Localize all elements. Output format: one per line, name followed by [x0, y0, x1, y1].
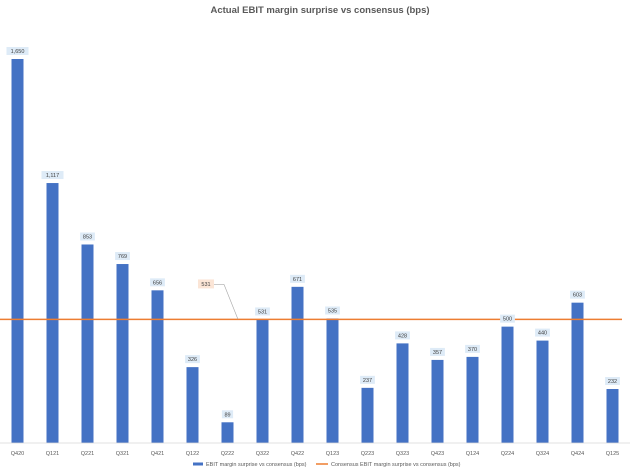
data-label-box-Q224 — [500, 314, 515, 323]
x-tick-Q422: Q422 — [291, 451, 304, 457]
x-tick-Q222: Q222 — [221, 451, 234, 457]
data-label-Q323: 428 — [398, 333, 407, 339]
legend-bar-swatch — [193, 462, 203, 466]
data-label-Q423: 357 — [433, 350, 442, 356]
bar-Q324 — [536, 340, 549, 443]
consensus-callout-leader — [223, 284, 239, 320]
bar-Q125 — [606, 389, 619, 443]
bar-Q222 — [221, 422, 234, 443]
bar-Q321 — [116, 264, 129, 443]
data-label-Q223: 237 — [363, 378, 372, 384]
data-label-box-Q123 — [325, 306, 340, 315]
data-label-Q321: 769 — [118, 254, 127, 260]
data-label-Q324: 440 — [538, 331, 547, 337]
x-tick-Q224: Q224 — [501, 451, 514, 457]
bar-Q121 — [46, 183, 59, 443]
bar-Q421 — [151, 290, 164, 443]
data-label-box-Q222 — [221, 410, 234, 419]
data-label-box-Q221 — [80, 232, 95, 241]
x-tick-Q421: Q421 — [151, 451, 164, 457]
bar-Q322 — [256, 319, 269, 443]
data-label-box-Q423 — [430, 347, 445, 356]
bars-group — [11, 59, 619, 443]
data-label-Q121: 1,117 — [46, 173, 59, 179]
bar-Q422 — [291, 286, 304, 443]
x-tick-Q321: Q321 — [116, 451, 129, 457]
x-tick-Q323: Q323 — [396, 451, 409, 457]
data-label-Q125: 232 — [608, 379, 617, 385]
data-labels-group: 1,650 1,117 853 769 656 326 89 531 671 535 237 428 3… — [6, 47, 620, 419]
data-label-Q122: 326 — [188, 357, 197, 363]
bar-Q124 — [466, 356, 479, 443]
data-label-box-Q223 — [360, 375, 375, 384]
x-tick-Q223: Q223 — [361, 451, 374, 457]
data-label-Q123: 535 — [328, 308, 337, 314]
data-label-box-Q322 — [255, 307, 270, 316]
legend-line-label: Consensus EBIT margin surprise vs consen… — [331, 462, 461, 468]
data-label-box-Q421 — [150, 278, 165, 287]
x-tick-Q221: Q221 — [81, 451, 94, 457]
data-label-box-Q125 — [605, 377, 620, 386]
bar-Q420 — [11, 59, 24, 443]
data-label-Q420: 1,650 — [11, 49, 25, 55]
data-label-Q221: 853 — [83, 234, 92, 240]
bar-Q224 — [501, 326, 514, 443]
bar-Q423 — [431, 359, 444, 443]
chart-title: Actual EBIT margin surprise vs consensus… — [210, 5, 429, 16]
data-label-box-Q122 — [185, 355, 200, 364]
x-tick-Q124: Q124 — [466, 451, 479, 457]
bar-Q123 — [326, 318, 339, 443]
data-label-box-Q124 — [465, 344, 480, 353]
data-label-box-Q324 — [535, 328, 550, 337]
bar-Q221 — [81, 244, 94, 443]
consensus-callout-label: 531 — [201, 282, 210, 288]
data-label-Q322: 531 — [258, 309, 267, 315]
data-label-box-Q422 — [290, 274, 305, 283]
data-label-box-Q323 — [395, 331, 410, 340]
x-tick-Q125: Q125 — [606, 451, 619, 457]
legend: EBIT margin surprise vs consensus (bps) … — [193, 462, 461, 468]
data-label-box-Q121 — [41, 171, 64, 180]
x-tick-Q123: Q123 — [326, 451, 339, 457]
x-tick-Q121: Q121 — [46, 451, 59, 457]
bar-Q122 — [186, 367, 199, 443]
bar-Q323 — [396, 343, 409, 443]
x-tick-Q322: Q322 — [256, 451, 269, 457]
data-label-Q222: 89 — [224, 412, 230, 418]
legend-bar-label: EBIT margin surprise vs consensus (bps) — [206, 462, 307, 468]
data-label-Q421: 656 — [153, 280, 162, 286]
x-tick-Q423: Q423 — [431, 451, 444, 457]
data-label-Q422: 671 — [293, 277, 302, 283]
data-label-Q224: 500 — [503, 317, 512, 323]
x-tick-Q424: Q424 — [571, 451, 584, 457]
bar-Q223 — [361, 387, 374, 443]
data-label-box-Q420 — [6, 47, 29, 55]
x-tick-Q324: Q324 — [536, 451, 549, 457]
consensus-callout-box — [198, 279, 214, 289]
x-tick-Q420: Q420 — [11, 451, 24, 457]
x-tick-labels: Q420 Q121 Q221 Q321 Q421 Q122 Q222 Q322 Q422 Q123… — [11, 451, 619, 457]
data-label-box-Q424 — [570, 290, 585, 299]
x-tick-Q122: Q122 — [186, 451, 199, 457]
consensus-line-group: 531 — [0, 279, 622, 321]
data-label-Q424: 603 — [573, 293, 582, 299]
data-label-box-Q321 — [115, 252, 130, 261]
bar-Q424 — [571, 302, 584, 443]
data-label-Q124: 370 — [468, 347, 477, 353]
